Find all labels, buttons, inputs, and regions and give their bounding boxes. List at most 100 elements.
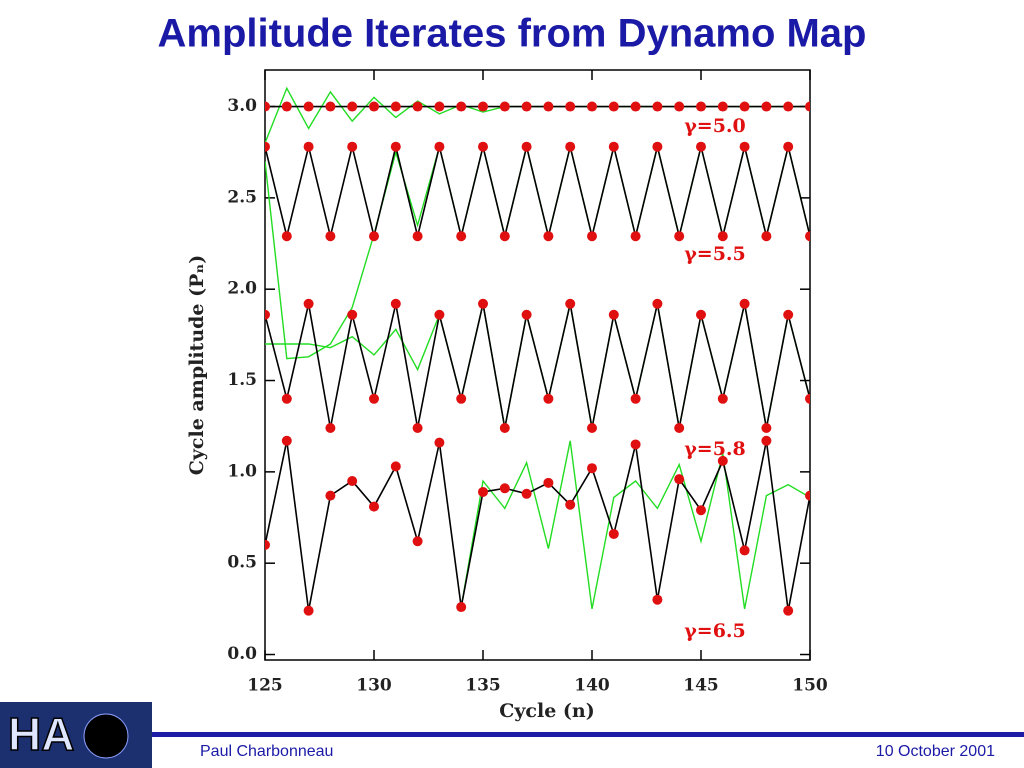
data-point [412, 101, 423, 112]
transient-line [460, 440, 810, 609]
footer: HA Paul Charbonneau 10 October 2001 [0, 702, 1024, 768]
data-point [630, 101, 641, 112]
data-point [434, 309, 445, 320]
data-point [739, 298, 750, 309]
data-point [369, 501, 379, 512]
y-tick-label: 0.0 [227, 644, 257, 664]
y-tick-label: 3.0 [227, 96, 257, 116]
data-point [521, 101, 532, 112]
data-point [565, 101, 576, 112]
plot-frame [264, 69, 811, 661]
data-point [521, 141, 532, 152]
data-point [652, 298, 663, 309]
slide-title: Amplitude Iterates from Dynamo Map [157, 12, 866, 56]
data-point [587, 231, 597, 242]
data-point [369, 393, 379, 404]
data-point [543, 477, 554, 488]
y-axis-label: Cycle amplitude (Pₙ) [186, 255, 208, 476]
x-tick-label: 150 [792, 676, 828, 696]
y-tick-label: 2.0 [227, 279, 257, 299]
data-point [674, 423, 685, 434]
data-point [369, 101, 379, 112]
data-point [805, 101, 810, 112]
data-point [696, 141, 706, 152]
data-point [478, 101, 488, 112]
data-point [608, 101, 619, 112]
data-point [565, 499, 576, 510]
data-point [717, 455, 728, 466]
y-tick-label: 1.0 [227, 461, 257, 481]
y-tick-label: 2.5 [227, 187, 257, 207]
series-line [265, 303, 810, 429]
data-point [412, 231, 423, 242]
data-point [412, 536, 423, 547]
data-point [674, 474, 685, 485]
data-point [608, 141, 619, 152]
data-point [303, 141, 314, 152]
data-point [281, 231, 292, 242]
y-tick-label: 0.5 [227, 553, 257, 573]
series-annotation: γ=6.5 [684, 620, 746, 642]
data-point [608, 309, 619, 320]
data-point [390, 298, 401, 309]
x-tick-label: 125 [247, 676, 283, 696]
data-point [347, 475, 358, 486]
data-point [303, 298, 314, 309]
data-point [390, 141, 401, 152]
data-point [325, 101, 336, 112]
data-point [265, 539, 270, 550]
data-point [478, 486, 488, 497]
data-point [265, 141, 270, 152]
data-point [587, 101, 597, 112]
series-annotation: γ=5.8 [684, 438, 746, 460]
series-line [265, 440, 810, 611]
data-point [565, 141, 576, 152]
data-point [499, 423, 510, 434]
data-point [281, 101, 292, 112]
data-point [696, 505, 706, 516]
x-tick-label: 145 [683, 676, 719, 696]
data-point [434, 437, 445, 448]
data-point [805, 393, 810, 404]
data-point [805, 231, 810, 242]
data-point [739, 545, 750, 556]
data-point [674, 101, 685, 112]
data-point [739, 101, 750, 112]
data-point [608, 528, 619, 539]
data-point [761, 435, 772, 446]
data-point [499, 231, 510, 242]
data-point [630, 393, 641, 404]
data-point [521, 309, 532, 320]
data-point [783, 101, 794, 112]
data-point [478, 141, 488, 152]
data-point [456, 393, 467, 404]
data-point [543, 393, 554, 404]
footer-date: 10 October 2001 [876, 743, 995, 760]
data-point [652, 101, 663, 112]
data-point [761, 231, 772, 242]
data-point [347, 309, 358, 320]
data-point [390, 101, 401, 112]
data-point [630, 439, 641, 450]
footer-rule [152, 732, 1024, 737]
data-point [456, 101, 467, 112]
data-point [434, 101, 445, 112]
data-point [696, 309, 706, 320]
data-point [478, 298, 488, 309]
data-point [281, 393, 292, 404]
data-point [717, 231, 728, 242]
x-tick-label: 135 [465, 676, 501, 696]
logo-circle [83, 713, 129, 759]
data-point [652, 594, 663, 605]
data-point [717, 101, 728, 112]
data-point [761, 423, 772, 434]
data-point [456, 231, 467, 242]
series-annotation: γ=5.5 [684, 243, 746, 265]
data-point [543, 101, 554, 112]
data-point [281, 435, 292, 446]
data-point [587, 423, 597, 434]
data-point [587, 463, 597, 474]
data-point [390, 461, 401, 472]
data-point [565, 298, 576, 309]
data-point [783, 309, 794, 320]
